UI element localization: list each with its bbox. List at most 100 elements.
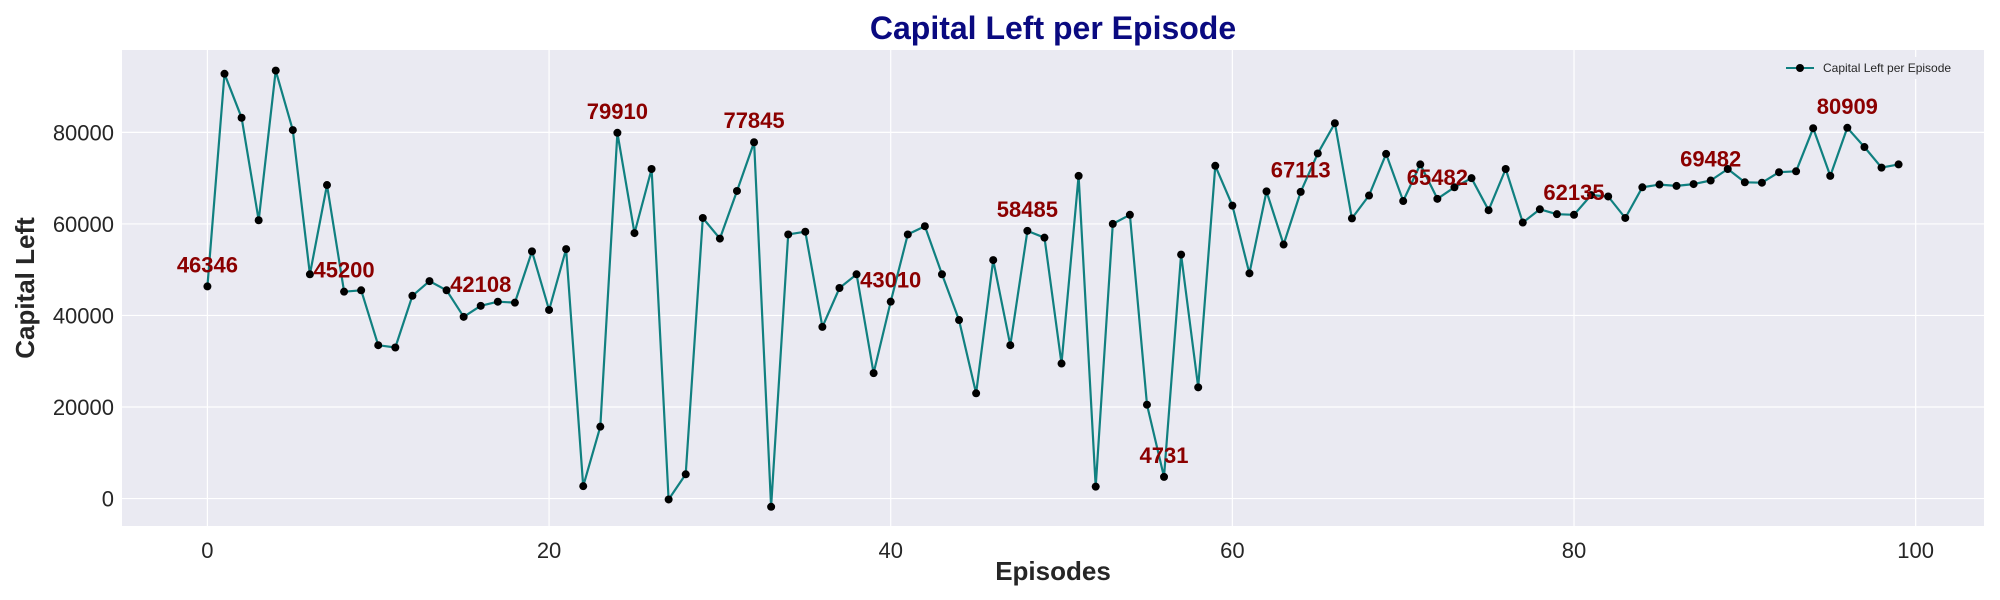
data-point	[1006, 341, 1015, 350]
data-point	[1433, 194, 1442, 203]
y-axis-ticks: 0 20000 40000 60000 80000	[53, 120, 114, 511]
data-point	[1552, 210, 1561, 219]
data-label: 79910	[587, 99, 648, 124]
data-point	[750, 138, 759, 147]
data-label: 46346	[177, 252, 238, 277]
data-point	[989, 256, 998, 265]
data-point	[1604, 192, 1613, 201]
data-point	[1894, 160, 1903, 169]
data-point	[1792, 167, 1801, 176]
data-point	[1587, 191, 1596, 200]
data-point	[1809, 124, 1818, 133]
data-point	[1860, 143, 1869, 152]
data-point	[1638, 183, 1647, 192]
data-point	[1826, 171, 1835, 180]
data-point	[1091, 482, 1100, 491]
data-point	[1501, 165, 1510, 173]
data-point	[1023, 226, 1032, 235]
chart-title: Capital Left per Episode	[870, 10, 1236, 46]
data-point	[732, 186, 741, 195]
data-point	[647, 165, 656, 173]
data-point	[1843, 123, 1852, 132]
data-point	[1775, 168, 1784, 177]
data-point	[1194, 383, 1203, 392]
data-point	[1245, 269, 1254, 278]
data-point	[305, 270, 314, 279]
data-point	[340, 287, 349, 296]
data-point	[1296, 187, 1305, 196]
data-point	[1228, 201, 1237, 210]
data-point	[391, 343, 400, 352]
data-point	[1723, 165, 1732, 173]
data-label: 4731	[1140, 443, 1189, 468]
data-point	[903, 230, 912, 239]
data-point	[937, 270, 946, 279]
data-label: 43010	[860, 268, 921, 293]
data-label: 67113	[1271, 157, 1331, 182]
data-point	[1621, 213, 1630, 222]
data-point	[664, 495, 673, 504]
data-label: 45200	[313, 258, 374, 283]
data-point	[818, 322, 827, 331]
data-point	[613, 128, 622, 137]
series-line	[206, 69, 1899, 508]
data-point	[1416, 160, 1425, 169]
x-tick-label: 0	[201, 538, 213, 563]
data-point	[1672, 181, 1681, 190]
data-point	[237, 113, 246, 122]
data-point	[510, 298, 519, 307]
x-tick-label: 60	[1220, 538, 1244, 563]
data-point	[1040, 233, 1049, 242]
y-tick-label: 80000	[53, 120, 114, 145]
data-point	[1177, 250, 1186, 259]
data-point	[852, 270, 861, 279]
x-axis-label: Episodes	[995, 556, 1111, 586]
x-axis-ticks: 0 20 40 60 80 100	[201, 538, 1934, 563]
data-point	[220, 69, 229, 78]
legend-label: Capital Left per Episode	[1823, 61, 1951, 75]
x-tick-label: 20	[537, 538, 561, 563]
data-point	[1484, 206, 1493, 215]
y-tick-label: 0	[102, 487, 114, 512]
data-point	[1074, 171, 1083, 180]
data-point	[1518, 218, 1527, 227]
data-point	[1347, 214, 1356, 223]
data-label: 62135	[1543, 180, 1604, 205]
data-point	[1655, 180, 1664, 189]
data-point	[322, 181, 331, 190]
x-tick-label: 100	[1897, 538, 1934, 563]
data-point	[1382, 149, 1391, 158]
data-point	[715, 234, 724, 243]
data-label: 42108	[450, 272, 511, 297]
legend: Capital Left per Episode	[1776, 57, 1978, 79]
data-point	[442, 286, 451, 295]
grid	[122, 50, 1984, 526]
data-point	[1279, 240, 1288, 249]
data-point	[1365, 191, 1374, 200]
data-point	[425, 277, 434, 286]
series-group	[203, 66, 1903, 511]
data-point	[1689, 180, 1698, 189]
data-point	[288, 126, 297, 135]
data-point	[408, 291, 417, 300]
data-point	[203, 282, 212, 291]
data-label: 69482	[1680, 147, 1741, 172]
data-point	[1330, 119, 1339, 128]
data-point	[1399, 197, 1408, 206]
data-point	[698, 213, 707, 222]
data-point	[459, 312, 468, 321]
data-point	[630, 229, 639, 238]
data-point	[1160, 472, 1169, 481]
data-point	[835, 284, 844, 292]
y-tick-label: 40000	[53, 303, 114, 328]
data-label: 77845	[723, 108, 784, 133]
data-point	[1313, 149, 1322, 158]
data-point	[1535, 205, 1544, 214]
data-point	[886, 297, 895, 306]
data-point	[767, 502, 776, 511]
data-point	[254, 216, 263, 225]
data-point	[1108, 219, 1117, 228]
data-point	[1057, 359, 1066, 368]
data-point	[562, 245, 571, 254]
